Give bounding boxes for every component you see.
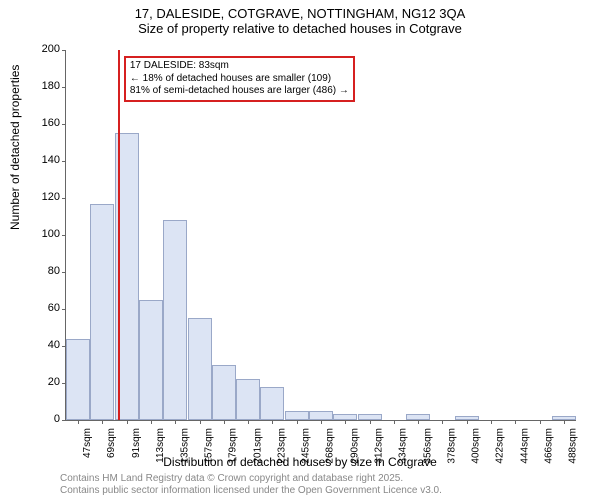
- x-tick-mark: [127, 420, 128, 424]
- histogram-bar: [163, 220, 187, 420]
- annotation-line3: 81% of semi-detached houses are larger (…: [130, 85, 349, 98]
- y-tick-label: 60: [30, 302, 60, 314]
- x-tick-label: 91sqm: [131, 428, 142, 458]
- footer-line1: Contains HM Land Registry data © Crown c…: [60, 473, 442, 485]
- y-tick-label: 200: [30, 43, 60, 55]
- x-tick-mark: [345, 420, 346, 424]
- histogram-bar: [212, 365, 236, 421]
- chart-area: 02040608010012014016018020047sqm69sqm91s…: [65, 50, 575, 420]
- y-tick-mark: [62, 309, 66, 310]
- x-tick-mark: [370, 420, 371, 424]
- annotation-line2: ← 18% of detached houses are smaller (10…: [130, 73, 349, 86]
- y-tick-mark: [62, 161, 66, 162]
- x-tick-mark: [321, 420, 322, 424]
- annotation-box: 17 DALESIDE: 83sqm← 18% of detached hous…: [124, 56, 355, 102]
- x-tick-mark: [394, 420, 395, 424]
- x-tick-mark: [272, 420, 273, 424]
- y-tick-mark: [62, 235, 66, 236]
- y-tick-label: 140: [30, 154, 60, 166]
- y-tick-mark: [62, 420, 66, 421]
- y-tick-mark: [62, 50, 66, 51]
- y-tick-label: 0: [30, 413, 60, 425]
- histogram-bar: [236, 379, 260, 420]
- chart-container: 17, DALESIDE, COTGRAVE, NOTTINGHAM, NG12…: [0, 0, 600, 500]
- x-tick-mark: [540, 420, 541, 424]
- x-tick-mark: [564, 420, 565, 424]
- x-tick-mark: [175, 420, 176, 424]
- y-tick-label: 40: [30, 339, 60, 351]
- x-tick-label: 47sqm: [82, 428, 93, 458]
- x-tick-mark: [515, 420, 516, 424]
- x-tick-mark: [418, 420, 419, 424]
- title-line2: Size of property relative to detached ho…: [0, 21, 600, 36]
- histogram-bar: [260, 387, 284, 420]
- x-tick-mark: [200, 420, 201, 424]
- y-tick-mark: [62, 87, 66, 88]
- x-tick-mark: [151, 420, 152, 424]
- y-tick-label: 120: [30, 191, 60, 203]
- x-tick-mark: [297, 420, 298, 424]
- histogram-bar: [188, 318, 212, 420]
- histogram-bar: [66, 339, 90, 420]
- histogram-bar: [139, 300, 163, 420]
- y-tick-mark: [62, 198, 66, 199]
- title-line1: 17, DALESIDE, COTGRAVE, NOTTINGHAM, NG12…: [0, 6, 600, 21]
- y-tick-label: 100: [30, 228, 60, 240]
- footer: Contains HM Land Registry data © Crown c…: [60, 473, 442, 497]
- y-tick-label: 180: [30, 80, 60, 92]
- title-block: 17, DALESIDE, COTGRAVE, NOTTINGHAM, NG12…: [0, 0, 600, 36]
- footer-line2: Contains public sector information licen…: [60, 485, 442, 497]
- x-tick-label: 69sqm: [106, 428, 117, 458]
- histogram-bar: [309, 411, 333, 420]
- marker-line: [118, 50, 120, 420]
- y-tick-mark: [62, 124, 66, 125]
- y-tick-label: 80: [30, 265, 60, 277]
- x-tick-mark: [224, 420, 225, 424]
- y-axis-label: Number of detached properties: [8, 65, 22, 230]
- x-tick-mark: [442, 420, 443, 424]
- x-tick-mark: [491, 420, 492, 424]
- histogram-bar: [90, 204, 114, 420]
- x-tick-mark: [248, 420, 249, 424]
- x-tick-mark: [467, 420, 468, 424]
- y-tick-label: 20: [30, 376, 60, 388]
- x-tick-mark: [78, 420, 79, 424]
- x-axis-label: Distribution of detached houses by size …: [0, 455, 600, 469]
- x-tick-mark: [102, 420, 103, 424]
- plot-region: 02040608010012014016018020047sqm69sqm91s…: [65, 50, 576, 421]
- annotation-line1: 17 DALESIDE: 83sqm: [130, 60, 349, 73]
- histogram-bar: [285, 411, 309, 420]
- y-tick-mark: [62, 272, 66, 273]
- y-tick-label: 160: [30, 117, 60, 129]
